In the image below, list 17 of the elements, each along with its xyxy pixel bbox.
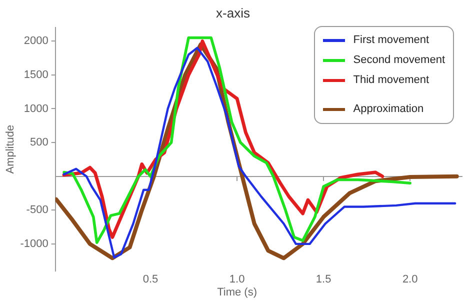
chart-title: x-axis xyxy=(216,5,250,20)
legend-label: First movement xyxy=(353,34,430,46)
legend-label: Second movement xyxy=(353,54,445,66)
x-axis-title: Time (s) xyxy=(217,286,257,299)
y-tick-label: 1000 xyxy=(24,102,48,115)
y-tick-label: -1000 xyxy=(20,238,48,250)
x-tick-label: 0.5 xyxy=(142,274,158,286)
x-tick-label: 1.5 xyxy=(316,274,332,286)
y-tick-label: 500 xyxy=(30,136,48,149)
y-tick-label: 2000 xyxy=(24,35,48,48)
x-tick-label: 2.0 xyxy=(402,274,418,286)
legend-label: Approximation xyxy=(353,103,424,115)
y-tick-label: -500 xyxy=(26,204,48,216)
y-tick-label: 1500 xyxy=(24,68,48,81)
legend-label: Thid movement xyxy=(353,74,430,86)
x-tick-label: 1.0 xyxy=(229,274,245,286)
y-axis-title: Amplitude xyxy=(4,124,17,174)
